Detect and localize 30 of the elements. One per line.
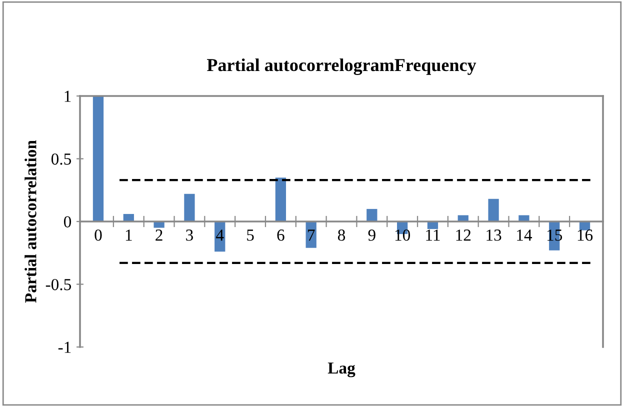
- x-tick-label: 0: [94, 230, 102, 241]
- bar: [518, 215, 530, 222]
- bar: [92, 96, 104, 222]
- y-axis-title: Partial autocorrelation: [24, 140, 36, 303]
- x-tick-label: 3: [186, 230, 193, 241]
- bar: [275, 178, 286, 222]
- x-tick-label: 2: [156, 230, 162, 241]
- x-tick-label: 4: [216, 230, 224, 241]
- y-tick-label: -1: [58, 342, 71, 353]
- x-tick-label: 7: [308, 230, 315, 241]
- x-tick-label: 6: [277, 230, 284, 241]
- chart-title: Partial autocorrelogramFrequency: [207, 58, 476, 75]
- y-tick-label: -0.5: [46, 278, 72, 290]
- bar: [488, 198, 499, 222]
- x-tick-label: 13: [486, 230, 502, 241]
- x-tick-label: 1: [126, 230, 132, 241]
- x-tick-label: 11: [426, 230, 440, 241]
- y-tick-label: 0.5: [51, 153, 72, 165]
- x-tick-label: 8: [338, 230, 346, 241]
- x-tick-label: 14: [517, 230, 532, 241]
- y-tick-label: 1: [64, 90, 71, 102]
- bar: [184, 194, 195, 222]
- x-tick-label: 16: [578, 230, 593, 241]
- x-axis-title: Lag: [328, 362, 356, 378]
- x-tick-label: 5: [247, 230, 254, 241]
- y-tick-label: 0: [64, 216, 72, 228]
- x-tick-label: 9: [368, 230, 376, 241]
- bar: [154, 222, 164, 228]
- x-tick-label: 12: [456, 230, 471, 241]
- bar: [366, 208, 378, 222]
